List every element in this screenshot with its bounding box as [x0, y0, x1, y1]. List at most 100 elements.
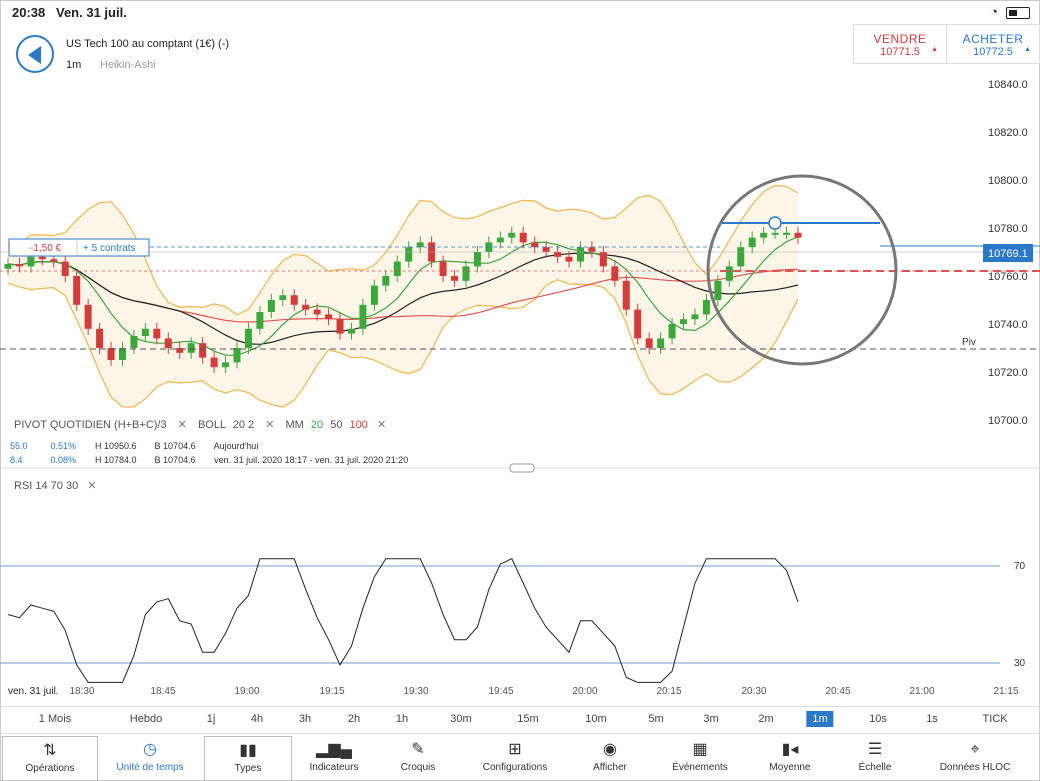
position-contracts: + 5 contrats	[83, 243, 136, 254]
info-period: ven. 31 juil. 2020 18:17 - ven. 31 juil.…	[214, 455, 409, 465]
toolbar-pencil-button[interactable]: ✎ Croquis	[376, 736, 460, 780]
candle-body	[451, 276, 459, 281]
price-axis-label: 10700.0	[988, 415, 1028, 427]
sell-button[interactable]: VENDRE 10771.5 ▲	[853, 24, 947, 64]
price-axis-label: 10740.0	[988, 319, 1028, 331]
pivot-remove-icon[interactable]: ✕	[177, 419, 187, 431]
candle-body	[222, 362, 230, 368]
candle-body	[737, 247, 745, 267]
candle-body	[347, 328, 355, 334]
time-axis-label: 19:00	[234, 686, 259, 697]
candle-body	[531, 242, 539, 248]
boll-remove-icon[interactable]: ✕	[265, 419, 275, 431]
current-price-tag	[983, 244, 1033, 262]
candle-body	[73, 276, 81, 305]
candle-body	[96, 328, 104, 348]
toolbar-transfer-arrows-button[interactable]: ⇅ Opérations	[2, 736, 98, 780]
panel-resize-handle[interactable]	[509, 463, 535, 473]
toolbar-layout-button[interactable]: ⊞ Configurations	[460, 736, 570, 780]
period-2m[interactable]: 2m	[758, 713, 774, 725]
period-30m[interactable]: 30m	[450, 713, 472, 725]
boll-params: 20 2	[232, 419, 255, 431]
candle-body	[118, 348, 126, 360]
candle-body	[210, 357, 218, 368]
candle-body	[267, 300, 275, 312]
toolbar-candles-button[interactable]: ▮▮ Types	[204, 736, 292, 780]
period-hebdo[interactable]: Hebdo	[129, 713, 163, 725]
pencil-icon: ✎	[411, 741, 425, 758]
candle-body	[416, 242, 424, 248]
boll-indicator-label[interactable]: BOLL	[197, 419, 226, 431]
candle-body	[668, 324, 676, 339]
candle-body	[107, 348, 115, 360]
info-change: 8.4	[10, 455, 23, 465]
info-low: B 10704.6	[154, 455, 196, 465]
period-2h[interactable]: 2h	[347, 713, 361, 725]
rsi-remove-icon[interactable]: ✕	[87, 480, 97, 492]
period-1h[interactable]: 1h	[395, 713, 409, 725]
period-5m[interactable]: 5m	[648, 713, 664, 725]
back-button[interactable]	[16, 35, 54, 73]
price-axis-label: 10800.0	[988, 175, 1028, 187]
period-tick[interactable]: TICK	[982, 713, 1008, 725]
mm-indicator-label[interactable]: MM	[285, 419, 304, 431]
chart-area[interactable]: 10840.0 10820.0 10800.0 10780.0 10760.0 10740…	[0, 0, 1040, 706]
timeframe-label[interactable]: 1m	[66, 59, 82, 71]
candle-body	[336, 319, 344, 334]
status-date: Ven. 31 juil.	[56, 5, 127, 20]
candle-body	[565, 256, 573, 262]
toolbar-label: Opérations	[25, 763, 75, 774]
eye-icon: ◉	[603, 741, 617, 758]
candle-body	[462, 266, 470, 281]
period-15m[interactable]: 15m	[517, 713, 539, 725]
candle-body	[645, 338, 653, 348]
candle-body	[279, 295, 287, 300]
candle-body	[714, 280, 722, 300]
price-axis-label: 10760.0	[988, 271, 1028, 283]
instrument-name: US Tech 100 au comptant (1€) (-)	[66, 38, 230, 50]
rsi-indicator-label[interactable]: RSI 14 70 30	[14, 480, 79, 492]
toolbar-eye-button[interactable]: ◉ Afficher	[570, 736, 650, 780]
period-1-mois[interactable]: 1 Mois	[38, 713, 72, 725]
candle-body	[622, 280, 630, 310]
toolbar-bar-chart-button[interactable]: ▂▆▄ Indicateurs	[292, 736, 376, 780]
candle-body	[794, 232, 802, 238]
toolbar-scale-button[interactable]: ☰ Échelle	[830, 736, 920, 780]
mm100-label: 100	[349, 419, 368, 431]
period-10s[interactable]: 10s	[869, 713, 887, 725]
candle-body	[680, 319, 688, 324]
time-axis-label: 21:15	[993, 686, 1018, 697]
candle-body	[130, 336, 138, 348]
period-1j[interactable]: 1j	[206, 713, 216, 725]
candle-body	[27, 256, 35, 267]
period-1m[interactable]: 1m	[806, 711, 834, 727]
alert-marker[interactable]	[768, 216, 782, 230]
mm-remove-icon[interactable]: ✕	[376, 419, 387, 431]
candle-body	[439, 261, 447, 276]
period-1s[interactable]: 1s	[926, 713, 938, 725]
info-low: B 10704.6	[154, 441, 196, 451]
candle-body	[187, 343, 195, 353]
candle-body	[244, 328, 252, 348]
toolbar-label: Indicateurs	[309, 762, 359, 773]
candle-body	[50, 259, 58, 262]
sell-label: VENDRE	[873, 32, 927, 46]
time-axis: ven. 31 juil. 18:30 18:45 19:00 19:15 19:30 19…	[8, 686, 1019, 697]
toolbar-average-button[interactable]: ▮◂ Moyenne	[750, 736, 830, 780]
toolbar-clock-button[interactable]: ◷ Unité de temps	[96, 736, 204, 780]
toolbar-calendar-button[interactable]: ▦ Événements	[650, 736, 750, 780]
buy-button[interactable]: ACHETER 10772.5 ▲	[946, 24, 1040, 64]
info-change-pct: 0.51%	[50, 441, 77, 451]
info-row-2: 8.4 0.08% H 10784.0 B 10704.6 ven. 31 ju…	[10, 455, 408, 465]
pivot-indicator-label[interactable]: PIVOT QUOTIDIEN (H+B+C)/3	[14, 419, 167, 431]
position-tag[interactable]	[8, 238, 150, 257]
period-3h[interactable]: 3h	[298, 713, 312, 725]
toolbar-label: Unité de temps	[116, 762, 184, 773]
time-axis-label: 20:30	[741, 686, 766, 697]
period-3m[interactable]: 3m	[703, 713, 719, 725]
time-axis-label: 21:00	[909, 686, 934, 697]
chart-type-label[interactable]: Heikin-Ashi	[100, 59, 156, 71]
period-10m[interactable]: 10m	[585, 713, 607, 725]
toolbar-crosshair-button[interactable]: ⌖ Données HLOC	[920, 736, 1030, 780]
period-4h[interactable]: 4h	[250, 713, 264, 725]
